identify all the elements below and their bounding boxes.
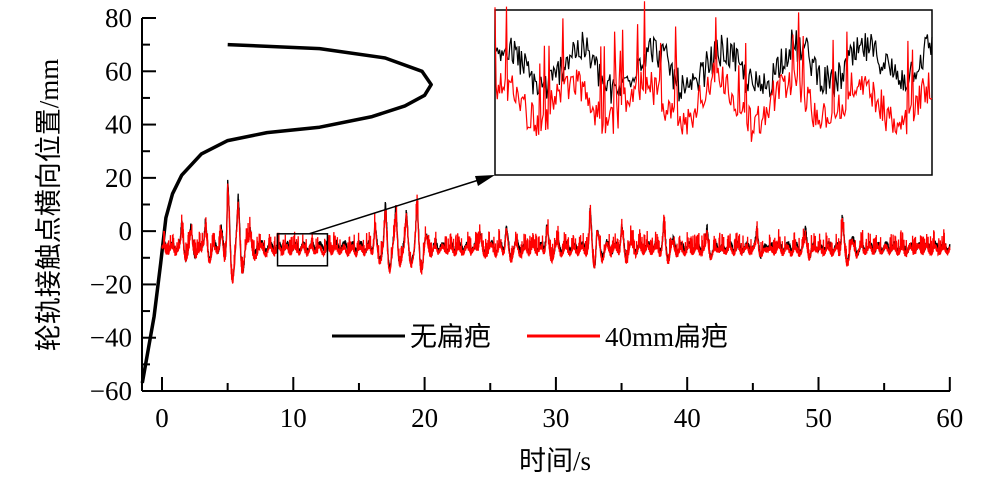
y-tick-label: −60 — [90, 376, 132, 406]
legend: 无扁疤 40mm扁疤 — [332, 322, 728, 352]
axes: −60 −40 −20 0 20 40 60 80 0 10 20 30 40 50 60 — [90, 3, 964, 433]
x-tick-label: 10 — [280, 403, 307, 433]
x-tick-label: 50 — [805, 403, 832, 433]
zoom-arrow — [308, 177, 486, 235]
inset-line-40mm-flat — [494, 1, 933, 142]
legend-label-40mm-flat: 40mm扁疤 — [605, 322, 728, 352]
series-line-no-flat-transient — [140, 42, 433, 384]
y-tick-label: 80 — [105, 3, 132, 33]
y-tick-label: −40 — [90, 323, 132, 353]
y-tick-label: 60 — [105, 56, 132, 86]
y-tick-label: 0 — [119, 216, 133, 246]
series-layer — [140, 42, 951, 384]
x-axis-label: 时间/s — [519, 446, 591, 476]
x-tick-label: 30 — [542, 403, 569, 433]
y-tick-label: −20 — [90, 269, 132, 299]
x-tick-label: 40 — [674, 403, 701, 433]
x-tick-label: 0 — [155, 403, 169, 433]
legend-label-no-flat: 无扁疤 — [410, 322, 491, 352]
series-line-40mm-flat — [161, 183, 951, 284]
inset — [308, 1, 933, 235]
x-tick-label: 60 — [936, 403, 963, 433]
y-tick-label: 20 — [105, 163, 132, 193]
y-axis-label: 轮轨接触点横向位置/mm — [34, 59, 64, 352]
zoom-region-box — [276, 233, 329, 267]
x-tick-label: 20 — [411, 403, 438, 433]
y-tick-label: 40 — [105, 110, 132, 140]
series-line-no-flat — [161, 179, 951, 280]
zoom-arrow-head — [475, 175, 495, 186]
